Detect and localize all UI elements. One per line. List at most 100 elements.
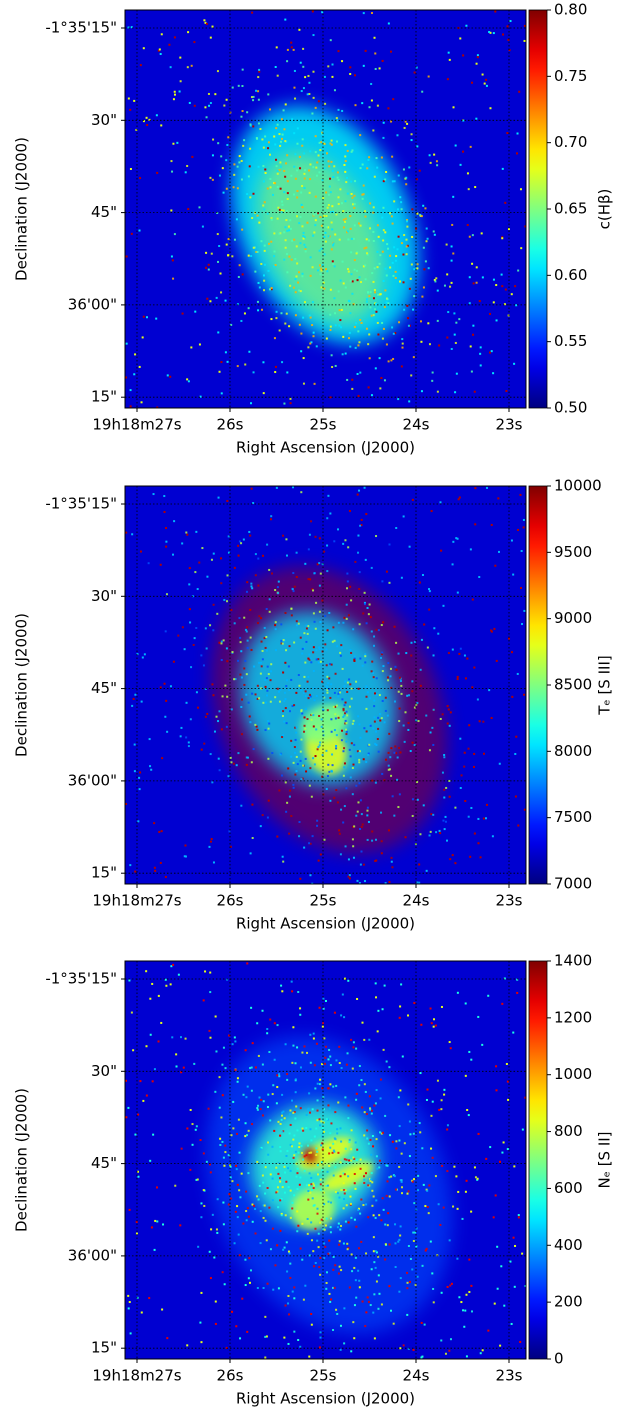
speck [432, 372, 434, 374]
speck [319, 1274, 321, 1276]
speck [252, 837, 254, 839]
speck [395, 271, 397, 273]
speck [345, 1221, 347, 1223]
speck [267, 1187, 269, 1189]
speck [408, 694, 410, 696]
x-tick-label: 25s [310, 416, 337, 434]
speck [332, 1329, 334, 1331]
speck [197, 707, 199, 709]
speck [332, 641, 334, 643]
speck [268, 569, 270, 571]
speck [326, 692, 328, 694]
speck [190, 1109, 192, 1111]
x-tick-label: 23s [496, 1367, 523, 1385]
speck [234, 622, 236, 624]
speck [386, 243, 388, 245]
speck [359, 571, 361, 573]
speck [289, 1277, 291, 1279]
speck [303, 232, 305, 234]
speck [296, 756, 298, 758]
x-tick-label: 24s [403, 1367, 430, 1385]
speck [313, 1185, 315, 1187]
speck [350, 1203, 352, 1205]
speck [329, 186, 331, 188]
speck [358, 1280, 360, 1282]
speck [291, 118, 293, 120]
speck [322, 1026, 324, 1028]
speck [352, 628, 354, 630]
speck [156, 1186, 158, 1188]
speck [360, 1079, 362, 1081]
speck [315, 1262, 317, 1264]
speck [231, 708, 233, 710]
speck [365, 1311, 367, 1313]
speck [262, 361, 264, 363]
speck [517, 673, 519, 675]
speck [280, 753, 282, 755]
speck [301, 1259, 303, 1261]
speck [286, 1073, 288, 1075]
speck [277, 586, 279, 588]
speck [337, 171, 339, 173]
speck [152, 1134, 154, 1136]
speck [374, 52, 376, 54]
speck [374, 291, 376, 293]
speck [176, 142, 178, 144]
speck [287, 1295, 289, 1297]
speck [413, 1178, 415, 1180]
speck [412, 1232, 414, 1234]
speck [226, 696, 228, 698]
speck [257, 251, 259, 253]
speck [214, 1091, 216, 1093]
speck [441, 1292, 443, 1294]
speck [246, 673, 248, 675]
speck [493, 279, 495, 281]
speck [295, 178, 297, 180]
speck [303, 87, 305, 89]
speck [342, 716, 344, 718]
speck [161, 830, 163, 832]
speck [263, 274, 265, 276]
speck [189, 621, 191, 623]
speck [350, 599, 352, 601]
colorbar-tick-label: 8000 [554, 742, 592, 760]
speck [318, 662, 320, 664]
speck [264, 1356, 266, 1358]
speck [314, 944, 316, 946]
speck [315, 755, 317, 757]
speck [397, 806, 399, 808]
speck [399, 708, 401, 710]
speck [272, 1093, 274, 1095]
speck [275, 66, 277, 68]
speck [190, 718, 192, 720]
speck [164, 683, 166, 685]
speck [399, 1125, 401, 1127]
speck [406, 123, 408, 125]
speck [203, 1152, 205, 1154]
speck [467, 172, 469, 174]
speck [346, 177, 348, 179]
speck [463, 766, 465, 768]
speck [277, 75, 279, 77]
speck [373, 705, 375, 707]
speck [310, 520, 312, 522]
speck [432, 814, 434, 816]
speck [325, 215, 327, 217]
speck [268, 728, 270, 730]
speck [245, 1049, 247, 1051]
x-tick-label: 19h18m27s [92, 1367, 181, 1385]
x-axis-label: Right Ascension (J2000) [236, 439, 415, 457]
speck [316, 1119, 318, 1121]
colorbar-tick-label: 9500 [554, 543, 592, 561]
speck [281, 201, 283, 203]
speck [300, 191, 302, 193]
speck [376, 1168, 378, 1170]
speck [392, 358, 394, 360]
speck [502, 33, 504, 35]
speck [363, 727, 365, 729]
speck [391, 156, 393, 158]
speck [366, 238, 368, 240]
speck [314, 1136, 316, 1138]
speck [326, 152, 328, 154]
speck [187, 31, 189, 33]
